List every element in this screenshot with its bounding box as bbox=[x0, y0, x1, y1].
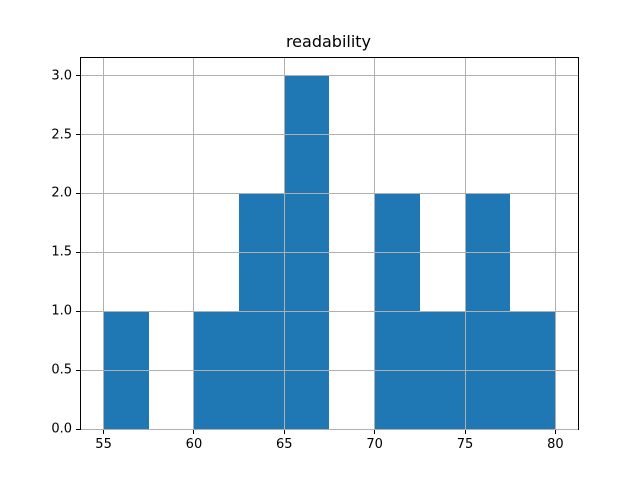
gridline-vertical bbox=[374, 58, 376, 429]
gridline-horizontal bbox=[81, 134, 578, 136]
y-tick-mark bbox=[76, 192, 80, 194]
x-tick-mark bbox=[103, 430, 105, 434]
gridline-horizontal bbox=[81, 192, 578, 194]
gridline-vertical bbox=[464, 58, 466, 429]
y-tick-mark bbox=[76, 369, 80, 371]
y-tick-label: 3.0 bbox=[51, 68, 72, 84]
x-tick-label: 70 bbox=[366, 437, 383, 452]
x-tick-label: 65 bbox=[276, 437, 293, 452]
x-tick-label: 60 bbox=[185, 437, 203, 452]
y-tick-label: 0.5 bbox=[51, 362, 72, 378]
chart-title: readability bbox=[285, 32, 372, 51]
x-tick-label: 55 bbox=[95, 437, 112, 452]
x-tick-mark bbox=[283, 430, 285, 434]
gridline-vertical bbox=[554, 58, 556, 429]
x-tick-label: 75 bbox=[456, 437, 474, 452]
y-tick-label: 1.0 bbox=[51, 303, 72, 319]
x-tick-mark bbox=[554, 430, 556, 434]
x-tick-label: 80 bbox=[547, 437, 564, 452]
x-tick-mark bbox=[374, 430, 376, 434]
y-tick-mark bbox=[76, 310, 80, 312]
y-tick-label: 1.5 bbox=[51, 244, 72, 260]
y-tick-mark bbox=[76, 75, 80, 77]
y-tick-label: 0.0 bbox=[51, 421, 72, 437]
x-tick-mark bbox=[464, 430, 466, 434]
y-tick-label: 2.5 bbox=[51, 127, 72, 143]
y-tick-mark bbox=[76, 251, 80, 253]
gridline-horizontal bbox=[81, 369, 578, 371]
gridline-horizontal bbox=[81, 428, 578, 430]
x-tick-mark bbox=[193, 430, 195, 434]
y-tick-mark bbox=[76, 134, 80, 136]
gridline-vertical bbox=[283, 58, 285, 429]
y-tick-mark bbox=[76, 428, 80, 430]
y-tick-label: 2.0 bbox=[51, 185, 72, 201]
gridline-vertical bbox=[193, 58, 195, 429]
gridline-horizontal bbox=[81, 251, 578, 253]
gridline-horizontal bbox=[81, 310, 578, 312]
gridline-horizontal bbox=[81, 75, 578, 77]
gridline-vertical bbox=[103, 58, 105, 429]
axes-area bbox=[80, 57, 579, 430]
